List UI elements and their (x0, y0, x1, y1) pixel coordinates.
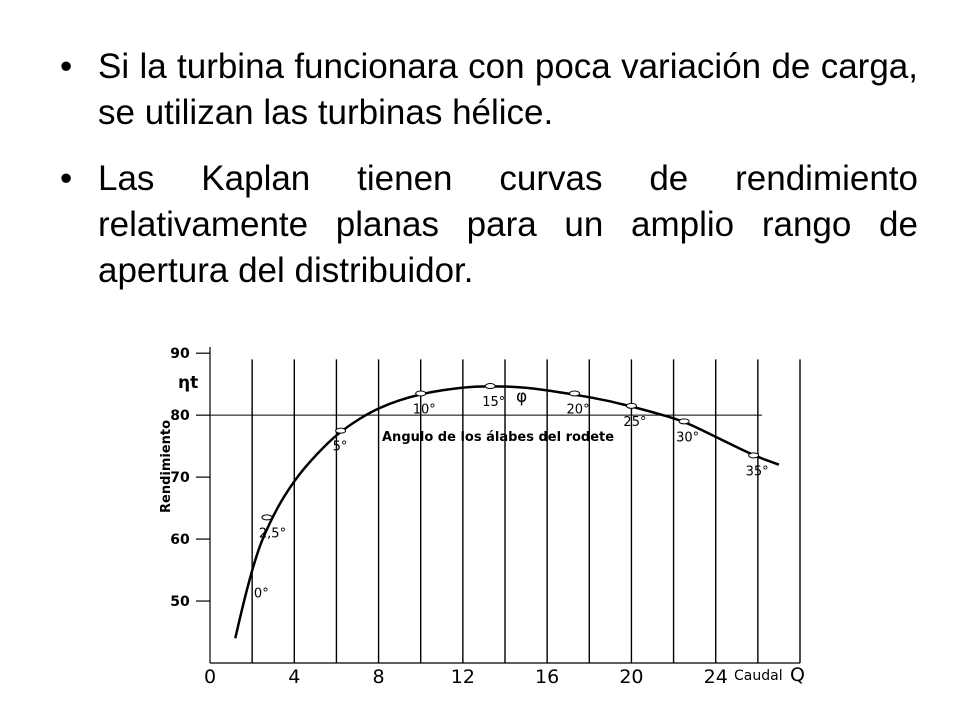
x-axis-symbol: Q (790, 664, 805, 686)
angle-marker-label: 25° (623, 415, 646, 430)
y-tick-label: 50 (170, 594, 190, 610)
y-tick-label: 60 (170, 532, 190, 548)
chart-ticks: 50 60 70 80 90 0 4 8 12 16 20 24 (170, 346, 728, 688)
chart-annotation: Angulo de los álabes del rodete (382, 430, 614, 445)
bullet-list: • Si la turbina funcionara con poca vari… (48, 44, 918, 314)
bullet-text: Si la turbina funcionara con poca variac… (98, 47, 918, 132)
angle-marker-label: 20° (567, 402, 590, 417)
efficiency-curve (234, 385, 780, 639)
angle-marker-dot (335, 427, 347, 434)
bullet-item: • Las Kaplan tienen curvas de rendimient… (48, 156, 918, 294)
bullet-dot-icon: • (60, 159, 73, 198)
x-tick-label: 16 (535, 666, 559, 688)
angle-marker-dot (678, 418, 690, 425)
efficiency-chart: 50 60 70 80 90 0 4 8 12 16 20 24 0° 2,5° 5° 10° 15° 20° 2… (159, 346, 805, 688)
y-tick-label: 80 (170, 408, 190, 424)
bullet-item: • Si la turbina funcionara con poca vari… (48, 44, 918, 136)
angle-marker-label: 15° (482, 395, 505, 410)
chart-axes (209, 347, 800, 664)
bullet-text: Las Kaplan tienen curvas de rendimiento … (98, 159, 918, 290)
angle-marker-label: 10° (413, 402, 436, 417)
angle-marker-dot (261, 514, 273, 521)
angle-marker-dot (625, 402, 637, 409)
y-tick-label: 70 (170, 470, 190, 486)
x-tick-label: 24 (704, 666, 728, 688)
bullet-dot-icon: • (60, 47, 73, 86)
angle-markers: 0° 2,5° 5° 10° 15° 20° 25° 30° 35° (254, 383, 769, 602)
y-axis-symbol: ηt (178, 373, 198, 393)
x-tick-label: 12 (451, 666, 475, 688)
angle-marker-label: 5° (333, 440, 348, 455)
angle-marker-label: 35° (746, 464, 769, 479)
angle-marker-label: 30° (676, 430, 699, 445)
phi-symbol: φ (516, 387, 527, 407)
angle-marker-dot (484, 383, 496, 390)
angle-marker-dot (415, 390, 427, 397)
x-tick-label: 20 (619, 666, 643, 688)
x-axis-label: Caudal (734, 668, 783, 684)
angle-marker-dot (748, 452, 760, 459)
x-tick-label: 4 (288, 666, 300, 688)
angle-marker-label: 0° (254, 587, 269, 602)
y-axis-label: Rendimiento (159, 420, 174, 513)
angle-marker-label: 2,5° (259, 526, 286, 541)
x-tick-label: 0 (204, 666, 216, 688)
chart-grid (210, 359, 801, 663)
x-tick-label: 8 (373, 666, 385, 688)
y-tick-label: 90 (170, 346, 190, 362)
angle-marker-dot (569, 390, 581, 397)
